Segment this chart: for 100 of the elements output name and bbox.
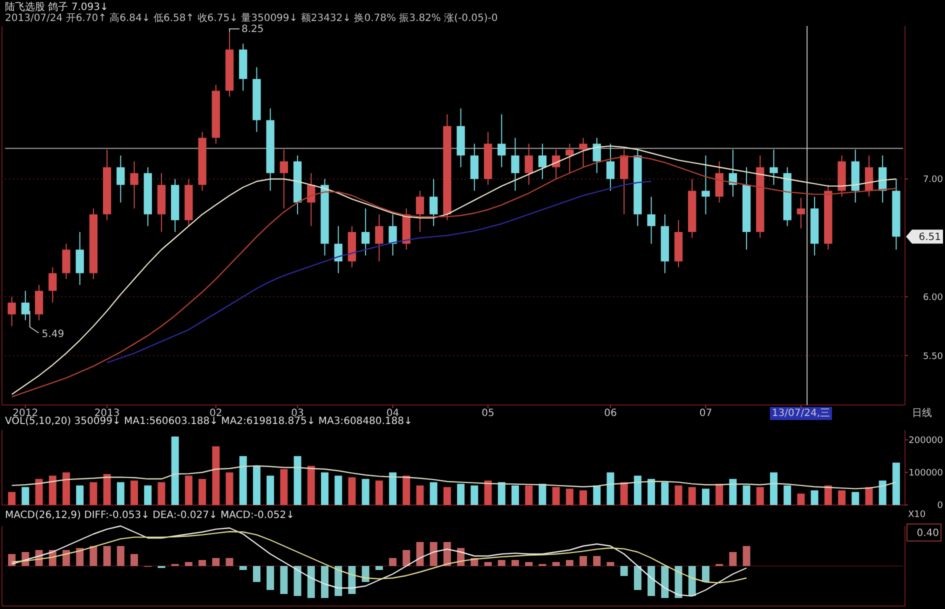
candlestick [361, 208, 370, 256]
bar [239, 456, 247, 505]
bar [334, 476, 342, 505]
bar [756, 487, 764, 505]
candlestick [498, 114, 506, 168]
candlestick [606, 143, 615, 192]
bar [362, 478, 370, 505]
bar [552, 487, 560, 505]
candlestick [48, 266, 57, 304]
candlestick [511, 137, 520, 192]
text: 6.51 [918, 232, 941, 244]
bar [62, 472, 70, 505]
bar [294, 456, 302, 505]
bar [8, 492, 16, 505]
bar [674, 485, 682, 505]
bar [538, 484, 546, 505]
bar [525, 562, 533, 566]
x-tick-label: 02 [210, 408, 222, 419]
chart-subtitle: 2013/07/24 开6.70↑ 高6.84↓ 低6.58↑ 收6.75↓ 量350099↓ 额23432↓ 换0.78% 振3.82% 涨(-0.05)-0 [5, 12, 498, 24]
bar [90, 546, 98, 566]
candlestick [62, 243, 70, 280]
candlestick [770, 149, 778, 186]
candlestick [579, 137, 588, 168]
bar [266, 566, 274, 590]
candlestick [116, 154, 125, 204]
bar [212, 558, 220, 566]
bar [252, 566, 260, 582]
bar [266, 476, 274, 505]
bar [702, 566, 710, 582]
candlestick [280, 149, 288, 209]
y-tick-label: 6.00 [922, 292, 944, 303]
bar [742, 546, 750, 566]
bar [307, 466, 315, 505]
bar [716, 484, 724, 505]
line-series [106, 180, 652, 364]
bar [158, 482, 166, 505]
bar [375, 566, 383, 570]
bar [90, 482, 98, 505]
text: 0.40 [916, 528, 939, 539]
bar [498, 482, 506, 505]
candlestick [8, 296, 16, 327]
y-tick-label: 5.50 [922, 352, 944, 362]
bar [430, 542, 438, 566]
bar [511, 485, 519, 505]
bar [171, 436, 179, 505]
bar [484, 480, 492, 505]
bar [784, 485, 792, 505]
bar [865, 487, 873, 505]
candlestick [21, 290, 30, 321]
bar [48, 476, 56, 505]
bar [416, 542, 424, 566]
bar [729, 478, 737, 505]
bar [648, 478, 656, 505]
bar [729, 552, 737, 566]
candlestick [566, 143, 574, 174]
bar [824, 485, 832, 505]
bar [661, 482, 669, 505]
candlestick [388, 214, 397, 256]
bar [688, 487, 696, 505]
bar [103, 546, 111, 566]
bar [239, 566, 247, 570]
bar [198, 560, 206, 566]
bar [566, 560, 574, 566]
bar [580, 556, 587, 566]
bar [212, 446, 220, 505]
bar [130, 480, 138, 505]
candlestick [130, 160, 138, 209]
bar [35, 478, 43, 505]
chart-title: 陆飞选股 鸽子 7.093↓ [5, 1, 108, 13]
candlestick [702, 154, 710, 215]
candlestick [728, 149, 738, 198]
bar [144, 485, 152, 505]
x-tick-label: 05 [482, 408, 494, 419]
candlestick [864, 154, 874, 198]
bar [770, 472, 778, 505]
candlestick [375, 214, 384, 262]
bar [348, 566, 356, 594]
bar [648, 566, 656, 596]
bar [402, 476, 410, 505]
bar [184, 562, 192, 566]
bar [634, 566, 642, 590]
candlestick [416, 190, 424, 232]
bar [389, 558, 397, 566]
candlestick [647, 196, 656, 244]
bar [852, 492, 860, 505]
bar [76, 485, 84, 505]
bar [742, 485, 750, 505]
bar [184, 476, 192, 505]
y-tick-label: 7.00 [922, 175, 944, 186]
bar [348, 477, 356, 505]
bar [620, 482, 628, 505]
bar [552, 562, 560, 566]
candlestick [470, 143, 478, 192]
bar [634, 476, 642, 505]
line-series [11, 465, 897, 490]
y-tick-label: 200000 [908, 436, 944, 446]
bar [252, 466, 260, 505]
bar [470, 485, 478, 505]
bar [511, 560, 519, 566]
bar [498, 560, 506, 566]
